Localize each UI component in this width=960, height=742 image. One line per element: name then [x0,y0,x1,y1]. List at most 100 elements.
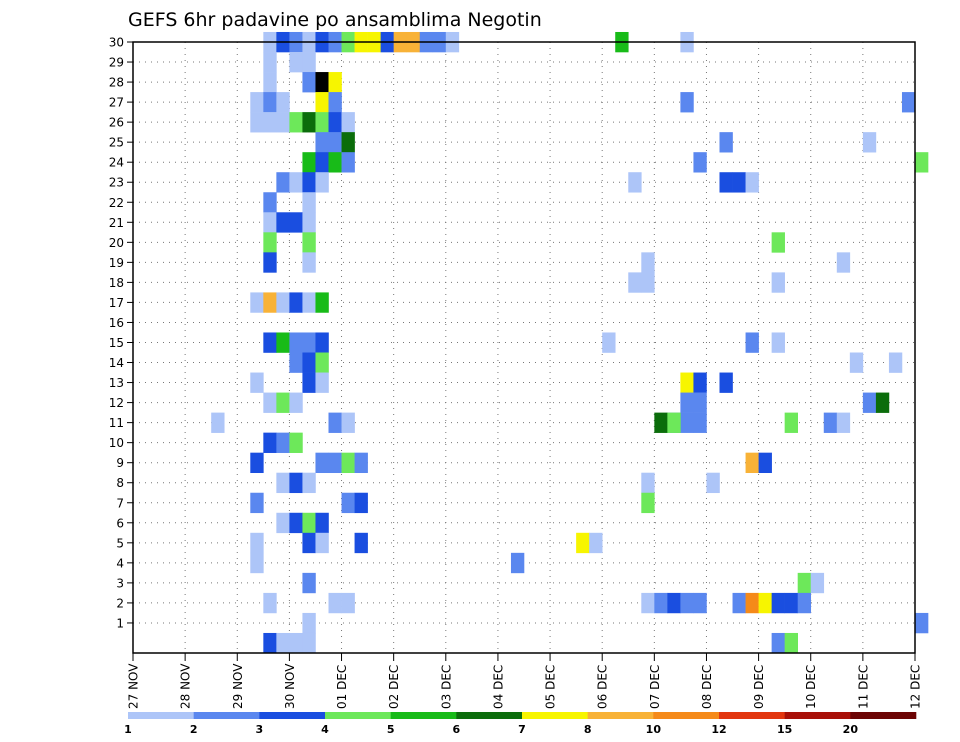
legend-swatch [784,712,851,719]
x-tick-label: 04 DEC [491,665,505,709]
legend-label: 15 [777,723,792,736]
y-tick-label: 27 [109,96,124,110]
heatmap-cell [680,372,694,393]
y-tick-label: 14 [109,356,124,370]
heatmap-cell [341,132,355,153]
heatmap-cell [915,612,929,634]
heatmap-cell [302,52,316,73]
y-tick-label: 12 [109,396,124,410]
heatmap-cell [328,92,342,113]
legend-label: 7 [518,723,526,736]
heatmap-cell [289,472,303,494]
heatmap-cell [628,172,642,193]
y-tick-label: 24 [109,156,124,170]
chart-title: GEFS 6hr padavine po ansamblima Negotin [128,9,542,31]
legend-label: 20 [843,723,859,736]
y-tick-label: 18 [109,276,124,290]
heatmap-cell [901,92,916,113]
heatmap-cell [758,452,772,474]
x-tick-label: 11 DEC [856,665,870,709]
heatmap-cell [667,412,681,433]
y-tick-label: 7 [116,496,124,510]
y-tick-label: 20 [109,236,124,250]
y-tick-label: 3 [116,576,124,590]
heatmap-cell [732,592,746,614]
legend-swatch [587,712,654,719]
heatmap-cell [693,592,707,614]
heatmap-cell [302,572,316,594]
legend-swatch [719,712,785,719]
heatmap-cell [263,592,277,614]
legend-label: 1 [124,723,132,736]
heatmap-cell [862,132,877,153]
y-axis-ticks: 1234567891011121314151617181920212223242… [109,36,133,630]
heatmap-cell [250,372,264,393]
heatmap-cell [211,412,225,433]
heatmap-cell [289,512,303,534]
y-tick-label: 23 [109,176,124,190]
heatmap-cell [250,92,264,113]
y-tick-label: 5 [116,536,124,550]
heatmap-cell [276,472,290,494]
heatmap-cell [797,592,812,614]
heatmap-cell [719,172,733,193]
y-tick-label: 17 [109,296,124,310]
heatmap-cell [315,152,329,173]
y-tick-label: 1 [116,616,124,630]
y-tick-label: 11 [109,416,124,430]
heatmap-cell [641,252,655,273]
y-tick-label: 22 [109,196,124,210]
heatmap-cell [289,212,303,233]
heatmap-cell [263,332,277,353]
x-tick-label: 07 DEC [648,665,662,709]
legend-swatch [522,712,588,719]
y-tick-label: 9 [116,456,124,470]
x-tick-label: 09 DEC [752,665,766,709]
heatmap-cell [302,72,316,93]
heatmap-cell [302,172,316,193]
heatmap-cell [797,572,812,594]
legend-label: 12 [711,723,726,736]
heatmap-cell [328,412,342,433]
heatmap-cell [354,452,368,474]
heatmap-cell [250,532,264,554]
y-tick-label: 10 [109,436,124,450]
legend-swatch [325,712,391,719]
heatmap-cell [706,472,720,494]
heatmap-cell [915,152,929,173]
heatmap-cell [341,592,355,614]
plot-frame [132,41,916,654]
heatmap-cell [693,392,707,413]
heatmap-cell [315,332,329,353]
heatmap-cell [250,452,264,474]
heatmap-cell [302,292,316,313]
heatmap-cell [341,152,355,173]
heatmap-cell [302,332,316,353]
heatmap-cell [276,432,290,453]
legend-swatch [456,712,523,719]
heatmap-cell [315,452,329,474]
heatmap-cell [315,532,329,554]
heatmap-cell [693,412,707,433]
heatmap-cell [328,592,342,614]
heatmap-cell [315,72,329,93]
y-tick-label: 28 [109,76,124,90]
heatmap-cell [667,592,681,614]
heatmap-cell [263,292,277,313]
legend-label: 6 [453,723,461,736]
heatmap-cell [328,452,342,474]
x-tick-label: 03 DEC [439,665,453,709]
x-tick-label: 02 DEC [387,665,401,709]
heatmap-cell [875,392,890,413]
heatmap-cell [680,412,694,433]
heatmap-cell [602,332,616,353]
heatmap-cell [276,92,290,113]
heatmap-cell [771,592,785,614]
heatmap-cell [654,412,668,433]
heatmap-cell [289,172,303,193]
legend-label: 4 [321,723,329,736]
color-legend: 1 2 3 4 5 6 7 8 10 12 15 20 [124,712,917,736]
heatmap-cell [302,212,316,233]
legend-swatch [850,712,917,719]
